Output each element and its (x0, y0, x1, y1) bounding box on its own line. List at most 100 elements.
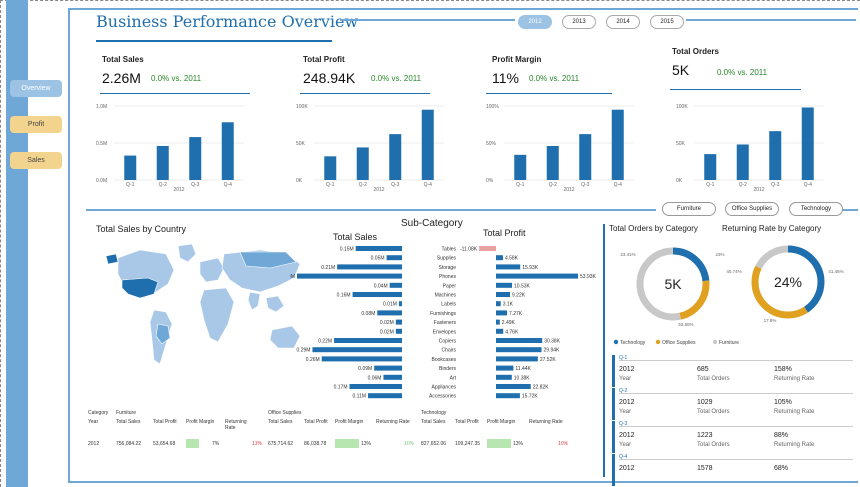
profit-by-quarter-chart: 100K 50K 0K Q-1 Q-2 Q-3 Q-4 2012 (296, 104, 444, 192)
t-sales: 827,652.06 (421, 441, 447, 447)
year-button-2012[interactable]: 2012 (518, 15, 552, 29)
map-alaska (105, 253, 119, 265)
x-tick-label: Q-1 (126, 182, 135, 188)
nav-sales-button[interactable]: Sales (10, 152, 62, 169)
profit-bar-appliances (496, 384, 531, 389)
bar-q-2 (156, 145, 169, 180)
category-button-office-supplies[interactable]: Office Supplies (725, 202, 779, 216)
profit-value: 10.53K (514, 283, 531, 289)
category-button-furniture[interactable]: Furniture (662, 202, 716, 216)
sales-bar-accessories (368, 393, 402, 399)
year-button-2013[interactable]: 2013 (562, 15, 596, 29)
sidebar-strip (6, 0, 28, 487)
sales-bar-bookcases (321, 356, 402, 362)
sales-value: 0.16M (337, 293, 351, 299)
kpi-delta: 0.0% vs. 2011 (529, 74, 580, 83)
profit-value: 2.49K (502, 320, 516, 326)
sales-value: 0.08M (361, 311, 375, 317)
sales-value: 0.06M (368, 375, 382, 381)
sales-bar-binders (374, 365, 402, 371)
card-rate-label: Returning Rate (774, 376, 815, 382)
kpi-value: 5K (672, 62, 690, 78)
profit-bar-fasteners (496, 319, 500, 325)
profit-value: -11.08K (460, 247, 478, 253)
profit-value: 22.82K (533, 385, 550, 391)
profit-value: 29.94K (544, 348, 561, 354)
subcategory-label: Chairs (442, 348, 457, 354)
subcategory-title: Sub-Category (401, 218, 463, 229)
subcategory-label: Accessories (429, 394, 456, 400)
year-button-2014[interactable]: 2014 (606, 15, 640, 29)
kpi-value: 248.94K (303, 70, 356, 86)
bar-q-1 (514, 154, 527, 180)
bar-q-3 (389, 134, 402, 180)
card-rate: 105% (774, 399, 792, 406)
card-year: 2012 (619, 465, 635, 472)
kpi-delta: 0.0% vs. 2011 (717, 68, 768, 77)
y-tick-label: 0% (486, 178, 494, 184)
year-rule (686, 19, 856, 21)
map-brazil (155, 323, 171, 345)
quarter-card-q-2: Q-2 2012 Year 1029 Total Orders 105% Returning… (612, 388, 853, 420)
sales-value: 0.21M (321, 265, 335, 271)
bar-q-4 (801, 107, 814, 180)
bar-q-3 (579, 134, 592, 180)
profit-bar-paper (496, 282, 513, 288)
legend-swatch (613, 339, 619, 345)
kpi-total-sales: Total Sales 2.26M (102, 55, 144, 86)
x-axis-year: 2012 (753, 187, 764, 192)
returning-donut-slice-label: 17.8% (764, 318, 777, 323)
o-margin-bar (335, 439, 360, 448)
card-year: 2012 (619, 432, 635, 439)
row-year: 2012 (88, 441, 100, 447)
bar-q-1 (124, 155, 137, 180)
x-tick-label: Q-1 (706, 182, 715, 188)
profit-value: 27.52K (540, 357, 557, 363)
x-tick-label: Q-2 (159, 182, 168, 188)
returning-donut-segment-office-supplies (751, 245, 825, 319)
year-button-2015[interactable]: 2015 (650, 15, 684, 29)
o-returning-rate: 10% (404, 441, 415, 447)
nav-profit-button[interactable]: Profit (10, 116, 62, 133)
profit-value: 4.58K (505, 256, 519, 262)
orders-donut-title: Total Orders by Category (609, 224, 698, 233)
card-orders-label: Total Orders (697, 409, 730, 415)
subcategory-label: Phones (439, 274, 456, 280)
x-tick-label: Q-2 (359, 182, 368, 188)
card-rate: 88% (774, 432, 789, 439)
sales-value: 0.02M (380, 320, 394, 326)
subcategory-label: Storage (438, 265, 456, 271)
category-button-technology[interactable]: Technology (789, 202, 843, 216)
y-tick-label: 1.0M (96, 104, 107, 110)
bar-q-1 (324, 156, 337, 180)
page-title: Business Performance Overview (96, 12, 359, 31)
card-divider (619, 393, 853, 394)
legend-label: Technology (620, 340, 646, 346)
frame-top-border (68, 8, 858, 10)
sales-bar-phones (297, 273, 402, 279)
kpi-value: 11% (492, 70, 519, 86)
y-tick-label: 0K (676, 178, 683, 184)
returning-donut-slice-label: 40.74% (726, 269, 741, 274)
world-map[interactable] (100, 240, 315, 388)
subcategory-label: Tables (442, 247, 457, 253)
sales-bar-paper (389, 282, 402, 288)
nav-overview-button[interactable]: Overview (10, 80, 62, 97)
profit-bar-furnishings (496, 310, 508, 316)
card-rate-label: Returning Rate (774, 409, 815, 415)
sales-value: 0.11M (352, 394, 366, 400)
quarter-card-q-3: Q-3 2012 Year 1223 Total Orders 88% Returning … (612, 421, 853, 453)
section-divider (86, 209, 656, 211)
frame-dashed-top (0, 0, 860, 2)
card-orders: 1578 (697, 465, 713, 472)
hdr-office: Office Supplies (268, 410, 302, 416)
y-tick-label: 100K (296, 104, 308, 110)
frame-bottom-border (68, 481, 858, 483)
card-divider (619, 426, 853, 427)
profit-bar-phones (496, 273, 578, 279)
bar-q-3 (769, 131, 782, 180)
returning-donut-title: Returning Rate by Category (722, 224, 822, 233)
returning-donut-segment-furniture (751, 245, 825, 319)
profit-bar-bookcases (496, 356, 538, 362)
sales-value: 0.15M (340, 247, 354, 253)
